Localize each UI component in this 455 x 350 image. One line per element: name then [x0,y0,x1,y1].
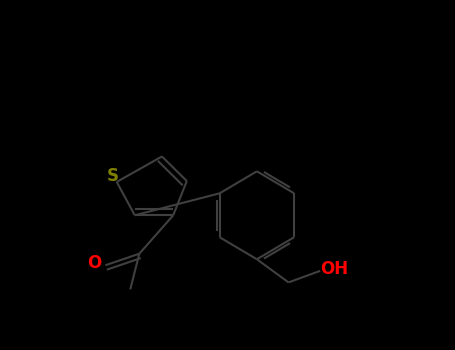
Text: S: S [107,167,119,186]
Text: OH: OH [320,259,348,278]
Text: O: O [87,254,101,272]
